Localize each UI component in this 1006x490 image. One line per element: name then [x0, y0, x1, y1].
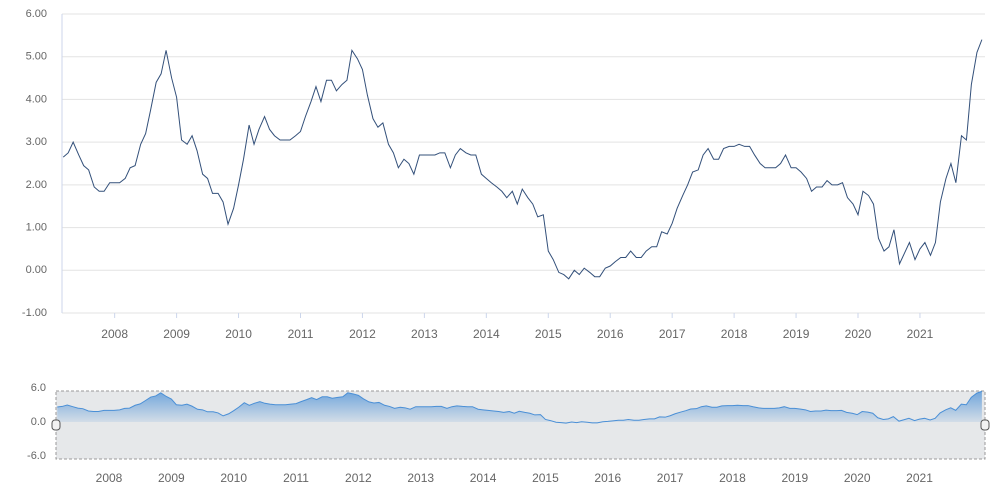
- line-series: [62, 39, 983, 280]
- y-tick-label: 2.00: [26, 179, 47, 191]
- navigator-handle[interactable]: [980, 419, 990, 431]
- y-tick-label: -6.0: [27, 450, 46, 462]
- x-tick-label: 2013: [407, 471, 434, 485]
- y-tick-label: 6.00: [26, 8, 47, 20]
- navigator-range[interactable]: [55, 390, 986, 460]
- x-tick-label: 2017: [659, 327, 686, 341]
- x-tick-label: 2015: [535, 327, 562, 341]
- x-tick-label: 2018: [719, 471, 746, 485]
- y-tick-label: 4.00: [26, 93, 47, 105]
- x-tick-label: 2011: [288, 327, 314, 341]
- x-tick-label: 2009: [158, 471, 185, 485]
- x-tick-label: 2014: [470, 471, 497, 485]
- x-tick-label: 2014: [473, 327, 500, 341]
- y-tick-label: -1.00: [22, 307, 47, 319]
- x-tick-label: 2012: [349, 327, 376, 341]
- y-tick-label: 0.0: [31, 416, 46, 428]
- x-tick-label: 2016: [594, 471, 621, 485]
- navigator-area: [57, 391, 982, 424]
- x-tick-label: 2013: [411, 327, 438, 341]
- x-tick-label: 2008: [96, 471, 123, 485]
- x-tick-label: 2019: [781, 471, 808, 485]
- x-tick-label: 2012: [345, 471, 372, 485]
- y-tick-label: 1.00: [26, 221, 47, 233]
- x-tick-label: 2011: [283, 471, 309, 485]
- x-tick-label: 2015: [532, 471, 559, 485]
- x-tick-label: 2021: [906, 471, 933, 485]
- x-tick-label: 2016: [597, 327, 624, 341]
- x-tick-label: 2020: [845, 327, 872, 341]
- navigator-line: [57, 390, 983, 424]
- navigator-handle[interactable]: [51, 419, 61, 431]
- x-tick-label: 2020: [844, 471, 871, 485]
- x-tick-label: 2009: [163, 327, 190, 341]
- y-tick-label: 6.0: [31, 382, 46, 394]
- y-tick-label: 5.00: [26, 51, 47, 63]
- x-tick-label: 2019: [783, 327, 810, 341]
- x-tick-label: 2017: [657, 471, 684, 485]
- x-tick-label: 2021: [907, 327, 934, 341]
- x-tick-label: 2008: [101, 327, 128, 341]
- y-tick-label: 0.00: [26, 264, 47, 276]
- x-tick-label: 2010: [220, 471, 247, 485]
- x-tick-label: 2010: [225, 327, 252, 341]
- y-tick-label: 3.00: [26, 136, 47, 148]
- x-tick-label: 2018: [721, 327, 748, 341]
